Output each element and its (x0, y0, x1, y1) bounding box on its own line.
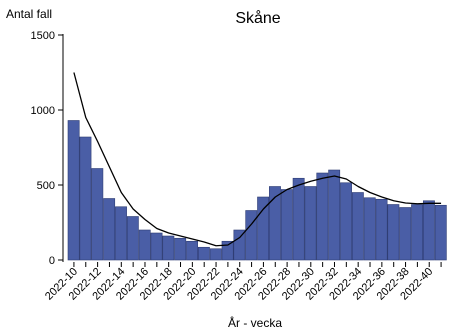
bar-2022-20 (186, 240, 198, 261)
bar-2022-29 (292, 177, 305, 261)
x-axis: 2022-102022-122022-142022-162022-182022-… (43, 262, 442, 303)
trend-line-path (73, 72, 442, 247)
bar-2022-14 (115, 206, 127, 261)
bar-2022-25 (245, 210, 258, 261)
bar-2022-37 (387, 204, 400, 261)
bar-2022-23 (221, 240, 234, 261)
bar-2022-33 (340, 182, 352, 261)
y-axis: 0 500 1000 1500 (31, 30, 63, 267)
bar-2022-31 (316, 172, 329, 261)
bars (67, 120, 447, 261)
bar-2022-30 (304, 186, 317, 261)
bar-2022-28 (280, 189, 293, 261)
bar-2022-24 (233, 229, 246, 261)
y-tick-label: 1500 (31, 30, 55, 42)
bar-2022-21 (197, 246, 210, 261)
bar-2022-34 (351, 192, 364, 261)
bar-2022-39 (411, 204, 424, 261)
bar-2022-16 (138, 229, 151, 261)
bar-2022-17 (150, 232, 163, 261)
bar-2022-22 (209, 248, 222, 261)
bar-2022-32 (328, 169, 341, 261)
bar-2022-27 (269, 186, 281, 261)
bar-2022-40 (423, 200, 435, 261)
bar-2022-35 (363, 197, 376, 261)
y-tick-label: 500 (37, 180, 55, 192)
y-axis-label: Antal fall (6, 7, 52, 21)
y-tick-label: 1000 (31, 105, 55, 117)
bar-2022-15 (126, 216, 139, 261)
trend-line (73, 72, 442, 247)
bar-2022-26 (257, 196, 270, 261)
bar-2022-18 (162, 235, 175, 261)
bar-2022-12 (91, 168, 104, 261)
bar-2022-19 (174, 237, 187, 261)
y-tick-label: 0 (49, 255, 55, 267)
bar-2022-10 (67, 120, 80, 261)
bar-2022-36 (375, 198, 388, 261)
x-axis-label: År - vecka (228, 315, 282, 330)
chart-title: Skåne (235, 9, 280, 27)
bar-2022-41 (434, 204, 447, 261)
bar-2022-13 (103, 198, 116, 261)
bar-2022-11 (79, 136, 92, 261)
bar-2022-38 (399, 207, 412, 261)
